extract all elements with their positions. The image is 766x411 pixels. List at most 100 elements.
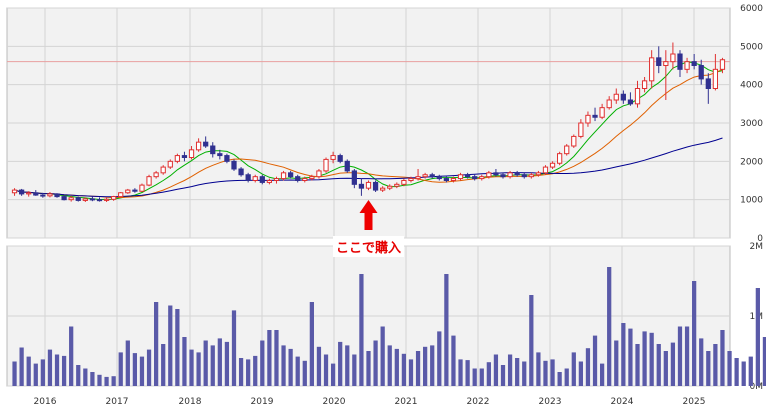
candle-body	[571, 135, 577, 147]
candle-body	[160, 166, 166, 174]
candle-body	[564, 145, 570, 155]
candle-body	[606, 99, 612, 109]
x-tick-label: 2023	[539, 397, 562, 407]
candle-body	[528, 174, 534, 178]
candle-body	[627, 99, 634, 105]
volume-tick-label: 0M	[750, 382, 764, 392]
volume-bar	[656, 344, 661, 386]
candle-body	[698, 65, 704, 80]
x-tick-label: 2020	[323, 397, 346, 407]
candle-body	[578, 122, 584, 137]
candle-body	[153, 172, 159, 178]
volume-bar	[345, 345, 350, 386]
candle-body	[68, 197, 74, 201]
candle-body	[167, 160, 173, 168]
candle-body	[358, 183, 365, 189]
volume-bar	[189, 349, 194, 386]
candle-body	[125, 189, 131, 194]
volume-bar	[330, 363, 336, 386]
candle-body	[61, 196, 67, 201]
volume-bar	[267, 330, 272, 386]
x-tick-label: 2016	[34, 397, 57, 407]
volume-bar	[599, 363, 605, 386]
candle-body	[535, 172, 542, 176]
candle-body	[96, 199, 103, 202]
candle-body	[670, 53, 676, 63]
candle-body	[479, 176, 485, 180]
price-gridlines	[7, 7, 730, 239]
volume-bar	[125, 340, 130, 386]
candle-body	[408, 178, 414, 181]
candle-body	[436, 176, 442, 180]
volume-panel: 0M1M2M	[6, 242, 766, 392]
candle-body	[139, 184, 145, 192]
candle-body	[195, 141, 202, 151]
volume-bar	[90, 372, 95, 386]
moving-average-lines	[14, 61, 723, 201]
volume-bar	[649, 332, 654, 386]
volume-bar	[196, 352, 201, 386]
volume-bar	[104, 376, 109, 386]
candle-body	[224, 155, 230, 162]
volume-bar	[684, 326, 690, 386]
volume-bar	[168, 305, 173, 386]
candle-body	[415, 176, 421, 180]
candle-body	[486, 172, 492, 178]
candle-body	[457, 174, 464, 180]
volume-bars	[12, 267, 766, 386]
candle-body	[11, 189, 18, 194]
volume-bar	[274, 330, 279, 386]
volume-bar	[316, 346, 322, 386]
volume-bar	[61, 355, 67, 386]
moving-average-line	[14, 68, 723, 198]
volume-bar	[472, 368, 477, 386]
candle-body	[111, 196, 117, 200]
price-panel: 0 1000 2000 3000 4000 5000 6000	[6, 4, 763, 244]
x-axis: 2016 2017 2018 2019 2020 2021 2022 2023 2024 2025	[34, 397, 706, 407]
volume-bar	[529, 295, 534, 386]
candle-body	[280, 172, 287, 180]
candle-body	[337, 155, 343, 162]
candle-body	[705, 78, 711, 89]
candle-body	[542, 166, 549, 174]
candle-body	[663, 61, 669, 67]
candle-body	[245, 174, 251, 181]
candle-body	[450, 178, 457, 181]
candle-body	[295, 176, 301, 182]
volume-bar	[76, 365, 81, 386]
volume-bar	[423, 346, 428, 386]
volume-bar	[635, 344, 640, 386]
volume-bar	[607, 267, 612, 386]
price-tick-label: 5000	[740, 42, 763, 52]
candle-body	[309, 176, 315, 180]
volume-bar	[260, 340, 265, 386]
volume-bar	[217, 338, 222, 386]
volume-bar	[500, 365, 506, 386]
candle-body	[677, 53, 683, 70]
volume-bar	[295, 356, 300, 386]
candle-body	[500, 174, 506, 178]
volume-bar	[479, 368, 484, 386]
candle-body	[82, 198, 88, 201]
volume-bar	[451, 335, 456, 386]
candle-body	[429, 174, 435, 178]
arrow-up-icon	[359, 200, 378, 230]
volume-bar	[224, 341, 230, 386]
candle-body	[549, 162, 556, 168]
price-y-axis: 0 1000 2000 3000 4000 5000 6000	[740, 4, 763, 244]
volume-bar	[621, 323, 626, 386]
candle-body	[719, 59, 726, 70]
volume-bar	[281, 345, 286, 386]
candle-body	[351, 170, 357, 185]
volume-bar	[182, 337, 187, 386]
candle-body	[613, 93, 619, 101]
candle-body	[380, 187, 386, 191]
x-tick-label: 2019	[251, 397, 274, 407]
volume-bar	[437, 331, 442, 386]
candle-body	[323, 158, 329, 172]
candle-body	[273, 178, 280, 181]
candle-body	[210, 145, 216, 155]
volume-bar	[755, 288, 760, 386]
volume-bar	[564, 368, 569, 386]
candle-body	[557, 153, 563, 164]
